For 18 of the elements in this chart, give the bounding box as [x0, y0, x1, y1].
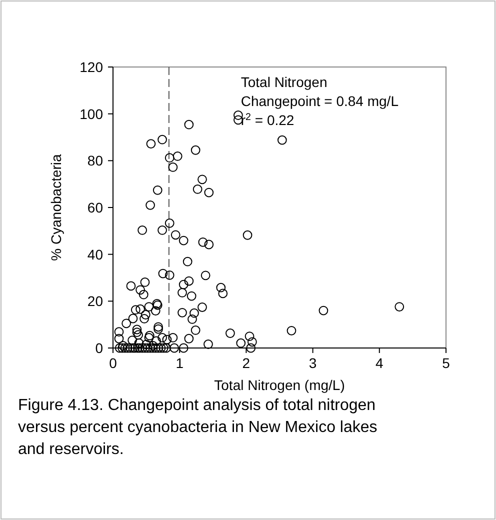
y-tick-label: 40: [87, 246, 104, 262]
y-tick-label: 100: [80, 106, 104, 122]
annotation: Changepoint = 0.84 mg/L: [240, 93, 399, 109]
caption: Figure 4.13. Changepoint analysis of total nitrogen versus percent cyanobacteria in New Mexico lakes and reservoirs.: [18, 397, 378, 458]
annotation: Total Nitrogen: [240, 74, 328, 90]
x-tick-label: 1: [176, 355, 184, 371]
y-tick-label: 20: [87, 293, 104, 310]
x-tick-label: 5: [442, 355, 450, 371]
y-tick-label: 0: [95, 340, 104, 356]
y-tick-label: 80: [87, 152, 104, 169]
x-tick-label: 4: [376, 355, 384, 371]
x-axis-title: Total Nitrogen (mg/L): [214, 377, 345, 393]
y-axis-title: % Cyanobacteria: [48, 154, 64, 261]
x-tick-label: 0: [109, 355, 118, 371]
y-tick-label: 120: [80, 59, 104, 75]
x-tick-label: 3: [308, 355, 317, 371]
x-tick-label: 2: [242, 355, 250, 371]
y-tick-label: 60: [87, 200, 104, 216]
